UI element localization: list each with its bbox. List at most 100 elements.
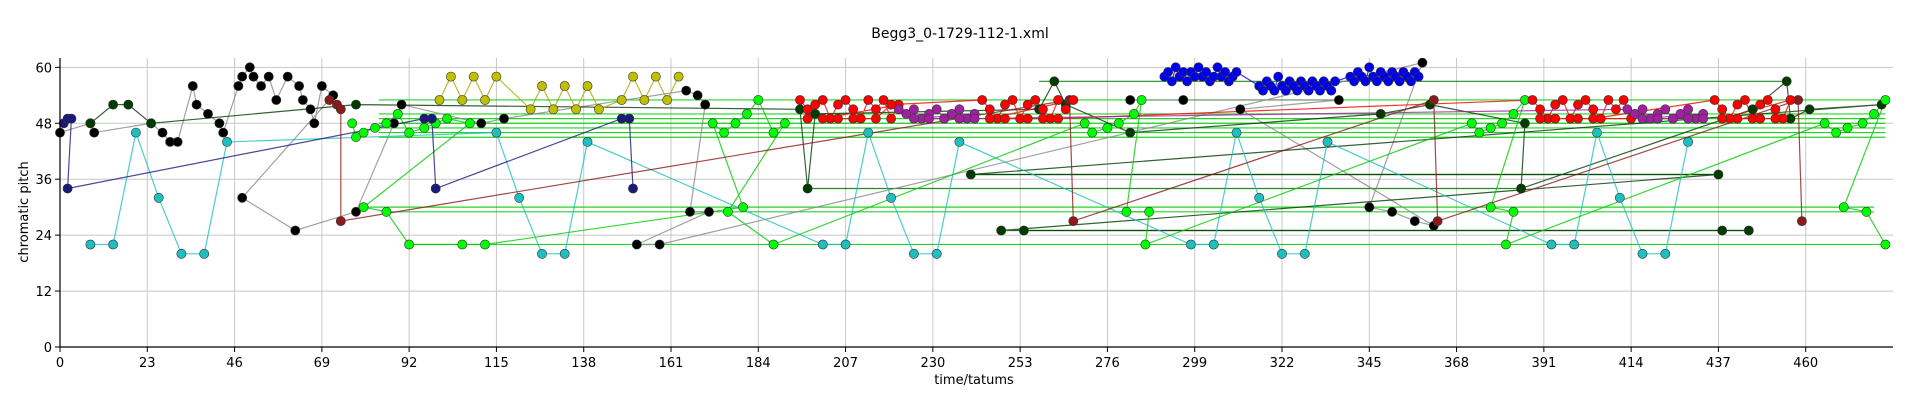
x-tick-label: 230 — [920, 356, 945, 371]
data-point — [1053, 95, 1063, 105]
data-point — [324, 95, 335, 105]
data-point — [1060, 104, 1071, 115]
data-point — [673, 71, 684, 82]
data-point — [468, 71, 479, 82]
data-point — [886, 113, 896, 124]
data-point — [594, 104, 604, 115]
data-point — [650, 71, 661, 82]
data-point — [1842, 123, 1853, 133]
data-point — [108, 239, 118, 250]
data-point — [768, 239, 779, 250]
data-point — [1068, 216, 1079, 226]
data-point — [358, 202, 369, 213]
x-tick-label: 0 — [56, 356, 64, 371]
data-point — [1417, 57, 1428, 68]
x-axis-title: time/tatums — [934, 373, 1014, 388]
data-point — [1668, 113, 1678, 124]
data-point — [628, 183, 638, 194]
data-point — [965, 169, 976, 180]
data-point — [1038, 104, 1048, 115]
data-point — [1372, 76, 1382, 87]
data-point — [1136, 95, 1147, 105]
data-point — [1861, 206, 1872, 217]
data-point — [263, 71, 274, 82]
data-point — [1163, 67, 1173, 77]
data-point — [1717, 104, 1728, 115]
data-point — [639, 95, 650, 105]
data-point — [802, 113, 813, 124]
data-point — [909, 113, 919, 124]
data-point — [1030, 95, 1041, 105]
data-point — [840, 239, 851, 250]
x-tick-label: 437 — [1706, 356, 1731, 371]
data-point — [1485, 123, 1496, 133]
data-point — [559, 248, 570, 259]
data-point — [335, 216, 346, 226]
data-point — [654, 239, 665, 250]
series-line — [63, 118, 634, 190]
data-point — [1683, 104, 1693, 115]
x-tick-label: 414 — [1619, 356, 1644, 371]
data-point — [1277, 248, 1287, 259]
data-point — [187, 81, 198, 91]
data-point — [1588, 113, 1599, 124]
y-axis-title: chromatic pitch — [17, 161, 32, 262]
data-point — [1573, 113, 1583, 124]
data-point — [1580, 95, 1591, 105]
data-point — [886, 192, 896, 203]
data-point — [419, 123, 430, 133]
data-point — [351, 132, 361, 143]
data-point — [381, 206, 392, 217]
data-point — [1231, 127, 1242, 138]
data-point — [537, 81, 547, 91]
data-point — [1049, 76, 1060, 87]
data-point — [222, 136, 232, 147]
data-point — [954, 104, 965, 115]
data-point — [426, 113, 437, 124]
data-point — [282, 71, 293, 82]
data-point — [1038, 113, 1048, 124]
data-point — [780, 118, 790, 129]
data-point — [1019, 225, 1029, 236]
data-point — [954, 113, 965, 124]
data-point — [244, 62, 255, 73]
data-point — [1520, 118, 1530, 129]
data-point — [1603, 95, 1614, 105]
data-point — [1387, 206, 1397, 217]
data-point — [1660, 104, 1671, 115]
data-point — [537, 248, 547, 259]
axes-layer: 0 23 46 69 92 115 138 161 184 207 230 253 276 299 322 3… — [35, 58, 1893, 371]
data-point — [723, 206, 733, 217]
data-point — [1637, 113, 1648, 124]
data-point — [1614, 192, 1625, 203]
data-point — [1330, 76, 1340, 87]
data-point — [1068, 95, 1079, 105]
data-point — [297, 95, 308, 105]
data-point — [1732, 99, 1743, 110]
data-point — [719, 127, 729, 138]
data-point — [681, 85, 692, 96]
data-point — [1364, 202, 1375, 213]
data-point — [1717, 225, 1728, 236]
data-point — [1880, 239, 1891, 250]
data-point — [582, 136, 593, 147]
data-point — [742, 109, 752, 119]
x-tick-label: 69 — [314, 356, 331, 371]
data-point — [1231, 67, 1242, 77]
data-point — [1804, 104, 1815, 115]
data-point — [1364, 62, 1375, 73]
data-point — [1292, 85, 1303, 96]
data-point — [1299, 248, 1310, 259]
data-point — [1819, 118, 1830, 129]
data-point — [1220, 67, 1230, 77]
data-point — [1409, 216, 1420, 226]
data-point — [305, 104, 316, 115]
data-point — [1869, 109, 1879, 119]
data-point — [1698, 113, 1709, 124]
data-point — [1140, 239, 1151, 250]
data-point — [1611, 104, 1621, 115]
x-tick-label: 46 — [226, 356, 243, 371]
data-point — [1022, 113, 1033, 124]
data-point — [984, 113, 995, 124]
data-point — [233, 81, 244, 91]
